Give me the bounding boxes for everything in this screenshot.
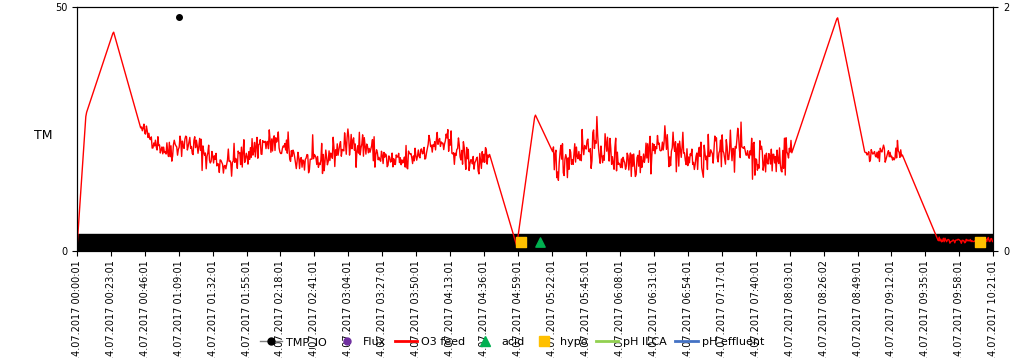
Point	[972, 239, 988, 245]
Y-axis label: TM: TM	[35, 129, 53, 142]
Point	[531, 239, 548, 245]
Point	[513, 239, 529, 245]
Legend: TMP_IO, Flux, O3 feed, acid, hypo, pH ILCA, pH effluent: TMP_IO, Flux, O3 feed, acid, hypo, pH IL…	[255, 333, 769, 352]
